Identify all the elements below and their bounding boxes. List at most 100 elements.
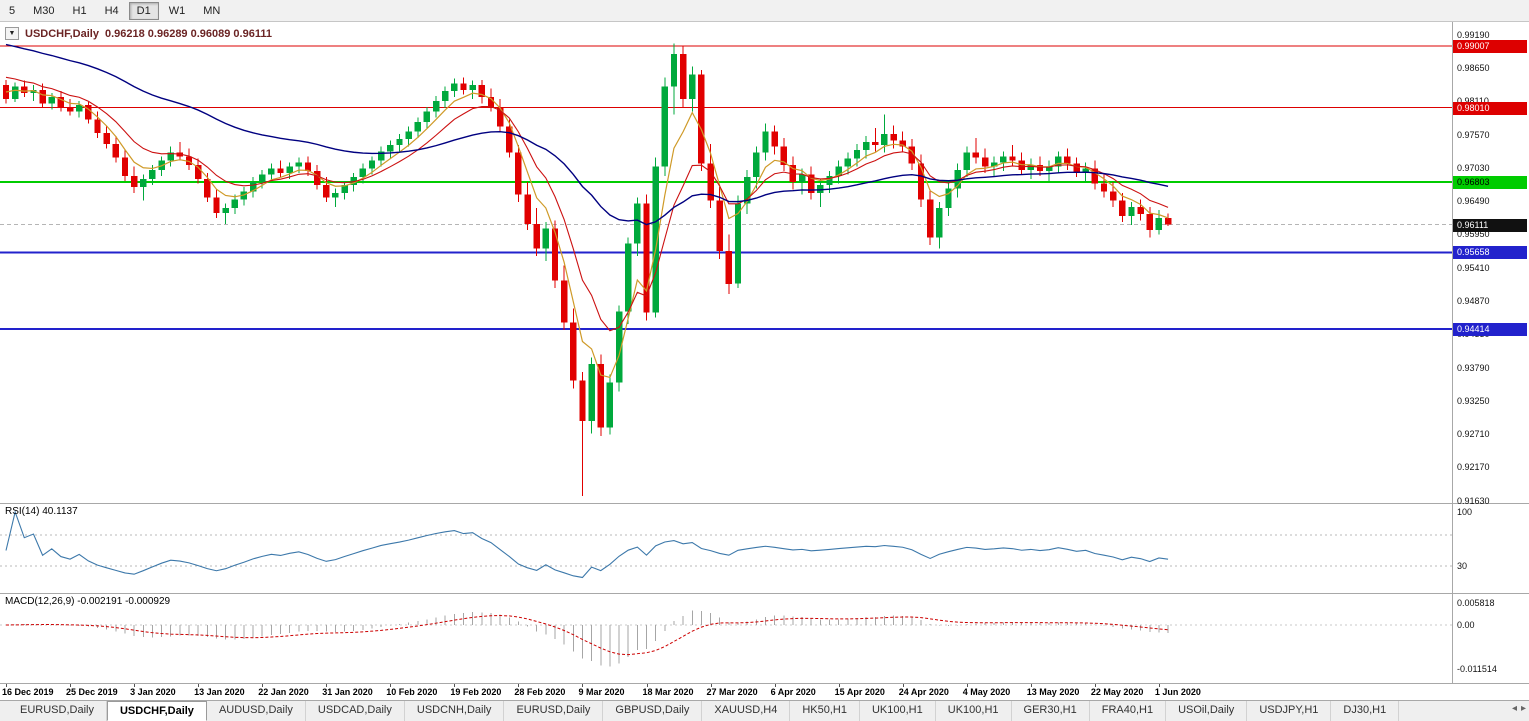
time-axis-tick xyxy=(582,684,584,687)
tab-scroll-controls: ◂ ▸ xyxy=(1512,703,1526,714)
time-axis-label: 31 Jan 2020 xyxy=(322,687,373,697)
time-axis-tick xyxy=(6,684,7,687)
chart-tab-fra40-h1[interactable]: FRA40,H1 xyxy=(1090,701,1167,721)
time-axis-label: 1 Jun 2020 xyxy=(1154,687,1201,697)
time-axis-tick xyxy=(1030,684,1032,687)
timeframe-button-5[interactable]: 5 xyxy=(9,4,16,17)
chart-tab-ger30-h1[interactable]: GER30,H1 xyxy=(1012,701,1090,721)
time-axis-separator xyxy=(0,683,1529,684)
panel-separator[interactable] xyxy=(0,503,1529,504)
chart-tab-usoil-daily[interactable]: USOil,Daily xyxy=(1166,701,1248,721)
macd-indicator-label: MACD(12,26,9) -0.002191 -0.000929 xyxy=(5,596,171,607)
chart-tab-usdcnh-daily[interactable]: USDCNH,Daily xyxy=(405,701,505,721)
timeframe-toolbar: 5 M30 H1 H4 D1 W1 MN xyxy=(0,0,1529,22)
chart-tab-xauusd-h4[interactable]: XAUUSD,H4 xyxy=(702,701,791,721)
chart-tab-eurusd-daily[interactable]: EURUSD,Daily xyxy=(504,701,604,721)
chart-tab-usdcad-daily[interactable]: USDCAD,Daily xyxy=(306,701,405,721)
time-axis-label: 27 Mar 2020 xyxy=(706,687,758,697)
time-axis-label: 9 Mar 2020 xyxy=(578,687,625,697)
time-axis-tick xyxy=(134,684,136,687)
price-tick-label: 0.92710 xyxy=(1457,429,1490,440)
current-price-badge: 0.96111 xyxy=(1453,218,1527,232)
time-axis-label: 10 Feb 2020 xyxy=(386,687,438,697)
price-level-badge: 0.95658 xyxy=(1453,246,1527,260)
time-axis-tick xyxy=(710,684,712,687)
price-level-badge: 0.96803 xyxy=(1453,175,1527,189)
time-axis-tick xyxy=(1094,684,1096,687)
chart-symbol-period: USDCHF,Daily xyxy=(25,27,99,40)
chart-tab-audusd-daily[interactable]: AUDUSD,Daily xyxy=(207,701,306,721)
price-tick-label: 0.94870 xyxy=(1457,295,1490,306)
price-tick-label: 0.97030 xyxy=(1457,162,1490,173)
price-level-badge: 0.98010 xyxy=(1453,101,1527,115)
timeframe-button-h4[interactable]: H4 xyxy=(104,4,119,17)
macd-axis-label: 0.00 xyxy=(1457,620,1475,630)
timeframe-button-m30[interactable]: M30 xyxy=(33,4,55,17)
macd-chart-canvas[interactable] xyxy=(0,593,1452,683)
price-tick-label: 0.91630 xyxy=(1457,495,1490,506)
time-axis-label: 6 Apr 2020 xyxy=(770,687,816,697)
time-axis-tick xyxy=(198,684,200,687)
time-axis-label: 24 Apr 2020 xyxy=(898,687,949,697)
chart-tab-gbpusd-daily[interactable]: GBPUSD,Daily xyxy=(603,701,703,721)
chart-tab-hk50-h1[interactable]: HK50,H1 xyxy=(790,701,860,721)
price-chart-canvas[interactable] xyxy=(0,22,1452,503)
time-axis-tick xyxy=(902,684,904,687)
panel-separator[interactable] xyxy=(0,593,1529,594)
rsi-indicator-label: RSI(14) 40.1137 xyxy=(5,506,78,517)
time-axis-tick xyxy=(646,684,648,687)
rsi-axis-label: 100 xyxy=(1457,507,1473,517)
tab-scroll-left-icon[interactable]: ◂ xyxy=(1511,703,1517,714)
time-axis-label: 4 May 2020 xyxy=(962,687,1011,697)
time-axis-tick xyxy=(774,684,776,687)
chart-title: ▼ USDCHF,Daily 0.96218 0.96289 0.96089 0… xyxy=(5,27,272,40)
time-axis-tick xyxy=(838,684,840,687)
tab-scroll-right-icon[interactable]: ▸ xyxy=(1520,703,1526,714)
timeframe-button-mn[interactable]: MN xyxy=(203,4,221,17)
chart-tab-uk100-h1[interactable]: UK100,H1 xyxy=(860,701,936,721)
time-axis-tick xyxy=(262,684,264,687)
time-axis-label: 19 Feb 2020 xyxy=(450,687,502,697)
timeframe-button-d1[interactable]: D1 xyxy=(128,1,159,20)
chart-tab-bar: EURUSD,Daily USDCHF,Daily AUDUSD,Daily USDC… xyxy=(0,700,1529,721)
rsi-chart-canvas[interactable] xyxy=(0,503,1452,593)
price-tick-label: 0.92170 xyxy=(1457,462,1490,473)
price-level-badge: 0.99007 xyxy=(1453,40,1527,54)
price-tick-label: 0.95410 xyxy=(1457,262,1490,273)
chart-tab-eurusd-daily[interactable]: EURUSD,Daily xyxy=(8,701,107,721)
time-axis-label: 3 Jan 2020 xyxy=(130,687,176,697)
price-tick-label: 0.93790 xyxy=(1457,362,1490,373)
price-tick-label: 0.99190 xyxy=(1457,29,1490,40)
time-axis-label: 15 Apr 2020 xyxy=(834,687,885,697)
rsi-axis-label: 30 xyxy=(1457,560,1468,571)
timeframe-button-h1[interactable]: H1 xyxy=(72,4,87,17)
time-axis-tick xyxy=(326,684,328,687)
time-axis-label: 13 Jan 2020 xyxy=(194,687,245,697)
macd-axis-label: -0.011514 xyxy=(1457,663,1497,674)
price-tick-label: 0.97570 xyxy=(1457,129,1490,140)
price-level-badge: 0.94414 xyxy=(1453,323,1527,337)
time-axis-tick xyxy=(454,684,456,687)
time-axis-tick xyxy=(518,684,520,687)
tab-bar-spacer xyxy=(0,701,8,721)
chart-tab-usdjpy-h1[interactable]: USDJPY,H1 xyxy=(1247,701,1332,721)
price-tick-label: 0.98650 xyxy=(1457,63,1490,74)
chart-symbol-dropdown-button[interactable]: ▼ xyxy=(5,27,19,40)
time-axis-label: 28 Feb 2020 xyxy=(514,687,566,697)
time-axis-label: 25 Dec 2019 xyxy=(66,687,118,697)
time-axis-label: 13 May 2020 xyxy=(1026,687,1080,697)
timeframe-button-w1[interactable]: W1 xyxy=(168,4,186,17)
chart-ohlc-values: 0.96218 0.96289 0.96089 0.96111 xyxy=(104,27,272,40)
time-axis-tick xyxy=(966,684,968,687)
chart-tab-uk100-h1[interactable]: UK100,H1 xyxy=(936,701,1012,721)
time-axis-label: 22 Jan 2020 xyxy=(258,687,309,697)
time-axis-tick xyxy=(1158,684,1160,687)
time-axis-tick xyxy=(70,684,72,687)
price-axis-separator xyxy=(1452,22,1453,683)
price-tick-label: 0.95950 xyxy=(1457,229,1490,240)
time-axis-label: 18 Mar 2020 xyxy=(642,687,694,697)
chart-tab-dj30-h1[interactable]: DJ30,H1 xyxy=(1331,701,1400,721)
chart-tab-usdchf-daily[interactable]: USDCHF,Daily xyxy=(106,701,207,721)
time-axis-label: 22 May 2020 xyxy=(1090,687,1144,697)
